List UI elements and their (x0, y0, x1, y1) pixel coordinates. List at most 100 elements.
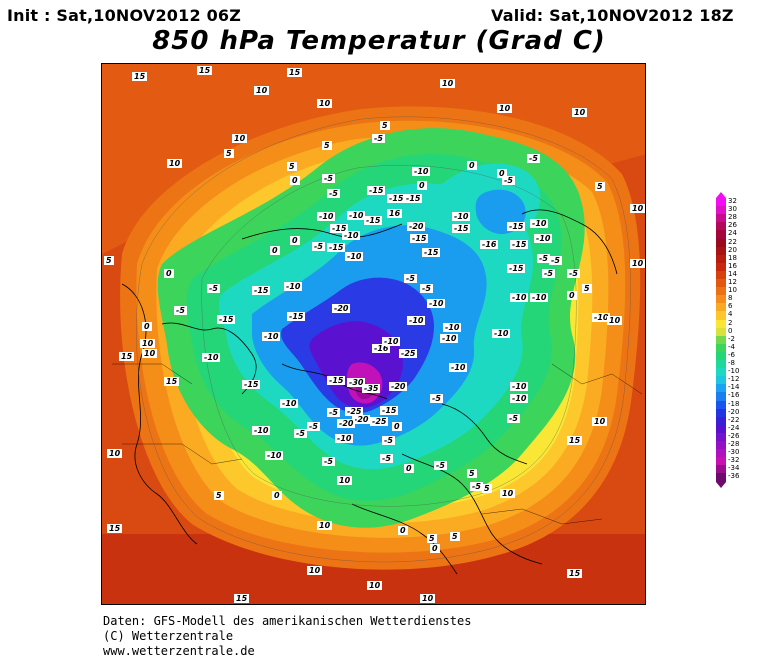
contour-label: -15 (507, 222, 526, 231)
colorbar-tick-label: -20 (728, 407, 740, 416)
contour-label: -20 (407, 222, 426, 231)
colorbar-swatch (716, 368, 726, 377)
contour-label: -5 (542, 269, 555, 278)
contour-label: 0 (404, 464, 414, 473)
contour-label: -5 (420, 284, 433, 293)
contour-label: 5 (450, 532, 460, 541)
contour-label: -10 (345, 252, 364, 261)
contour-label: 0 (430, 544, 440, 553)
colorbar-tick-label: 24 (728, 229, 737, 238)
contour-label: 16 (387, 209, 403, 218)
contour-label: -35 (362, 384, 381, 393)
colorbar-swatch (716, 416, 726, 426)
contour-label: -10 (262, 332, 281, 341)
contour-label: 10 (317, 99, 333, 108)
contour-label: -5 (174, 306, 187, 315)
contour-label: -20 (389, 382, 408, 391)
contour-label: 5 (322, 141, 332, 150)
colorbar-tick-label: -32 (728, 456, 740, 465)
contour-label: 0 (497, 169, 507, 178)
colorbar-swatch (716, 246, 726, 256)
contour-label: -5 (502, 176, 515, 185)
colorbar-swatch (716, 206, 726, 215)
contour-label: 10 (572, 108, 588, 117)
contour-label: -5 (327, 408, 340, 417)
contour-label: -5 (404, 274, 417, 283)
init-time: Init : Sat,10NOV2012 06Z (7, 6, 242, 25)
contour-label: 10 (440, 79, 456, 88)
contour-label: 5 (427, 534, 437, 543)
valid-time: Valid: Sat,10NOV2012 18Z (491, 6, 734, 25)
contour-label: 10 (142, 349, 158, 358)
colorbar-swatch (716, 408, 726, 418)
contour-label: 5 (287, 162, 297, 171)
contour-label: -5 (327, 189, 340, 198)
colorbar-tick-label: 14 (728, 269, 737, 278)
contour-label: -15 (422, 248, 441, 257)
contour-label: 15 (119, 352, 135, 361)
contour-label: -10 (452, 212, 471, 221)
contour-label: 15 (197, 66, 213, 75)
colorbar-tick-label: -2 (728, 334, 735, 343)
contour-label: -10 (335, 434, 354, 443)
contour-label: 10 (367, 581, 383, 590)
colorbar-swatch (716, 360, 726, 369)
colorbar-tick-label: 32 (728, 197, 737, 205)
contour-label: -10 (530, 293, 549, 302)
contour-label: -10 (252, 426, 271, 435)
contour-label: 0 (467, 161, 477, 170)
contour-label: 10 (317, 521, 333, 530)
contour-label: 10 (254, 86, 270, 95)
colorbar-tick-label: 2 (728, 318, 733, 327)
contour-label: 10 (500, 489, 516, 498)
contour-label: -15 (410, 234, 429, 243)
contour-label: -5 (527, 154, 540, 163)
contour-label: 5 (482, 484, 492, 493)
contour-label: -15 (327, 243, 346, 252)
contour-label: 10 (232, 134, 248, 143)
colorbar-tick-label: 18 (728, 253, 737, 262)
colorbar-bottom-arrow (716, 481, 726, 488)
contour-label: 5 (467, 469, 477, 478)
contour-label: -10 (440, 334, 459, 343)
colorbar-tick-label: -16 (728, 391, 740, 400)
contour-label: 5 (104, 256, 114, 265)
contour-label: 5 (582, 284, 592, 293)
colorbar-swatch (716, 279, 726, 288)
contour-label: -5 (207, 284, 220, 293)
contour-label: 10 (607, 316, 623, 325)
contour-label: -10 (284, 282, 303, 291)
contour-label: -10 (449, 363, 468, 372)
colorbar-tick-label: 16 (728, 261, 737, 270)
colorbar-swatch (716, 303, 726, 312)
contour-label: -5 (380, 454, 393, 463)
contour-label: -5 (549, 256, 562, 265)
contour-label: -10 (510, 394, 529, 403)
colorbar-swatch (716, 449, 726, 458)
contour-label: -15 (252, 286, 271, 295)
contour-label: -5 (470, 482, 483, 491)
contour-label: -15 (452, 224, 471, 233)
colorbar-tick-label: -26 (728, 431, 740, 440)
contour-label: 15 (107, 524, 123, 533)
contour-label: 0 (567, 291, 577, 300)
colorbar-tick-label: -34 (728, 464, 740, 473)
colorbar-swatch (716, 384, 726, 393)
contour-label: -5 (382, 436, 395, 445)
contour-label: -16 (372, 344, 391, 353)
borders (112, 363, 643, 525)
contour-label: 0 (392, 422, 402, 431)
contour-label: 0 (164, 269, 174, 278)
website-link[interactable]: www.wetterzentrale.de (103, 644, 255, 658)
colorbar-tick-label: -28 (728, 440, 740, 448)
colorbar-tick-label: 28 (728, 213, 737, 222)
contour-label: 10 (307, 566, 323, 575)
contour-label: -15 (510, 240, 529, 249)
colorbar-tick-label: 6 (728, 302, 733, 311)
colorbar-tick-label: 30 (728, 205, 737, 214)
contour-label: -10 (530, 219, 549, 228)
colorbar-tick-label: 22 (728, 237, 737, 246)
colorbar-swatch (716, 335, 726, 345)
contour-label: -15 (404, 194, 423, 203)
colorbar-swatch (716, 327, 726, 337)
